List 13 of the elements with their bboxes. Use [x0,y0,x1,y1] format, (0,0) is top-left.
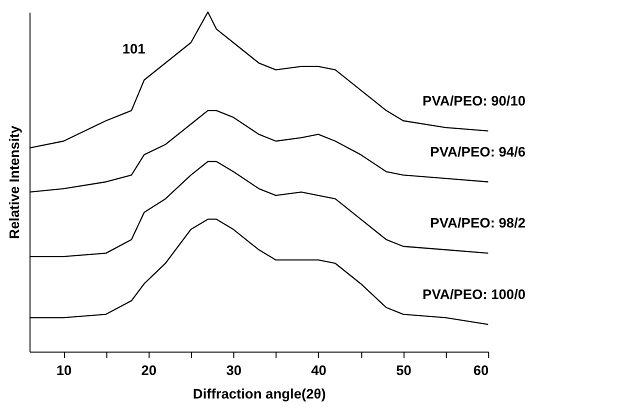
x-tick-label: 50 [396,362,412,378]
x-tick-label: 30 [226,362,242,378]
x-tick-label: 20 [141,362,157,378]
x-tick-label: 60 [473,362,490,378]
series-label: PVA/PEO: 90/10 [422,93,526,108]
series-label: PVA/PEO: 100/0 [422,286,526,302]
series-label: PVA/PEO: 98/2 [430,216,526,231]
x-tick-label: 40 [311,362,327,378]
annotation: 101 [122,41,146,56]
x-tick-label: 10 [56,362,72,378]
series-label: PVA/PEO: 94/6 [430,144,526,160]
x-axis-title: Diffraction angle(2θ) [192,386,326,402]
y-axis-title: Relative Intensity [7,125,22,239]
